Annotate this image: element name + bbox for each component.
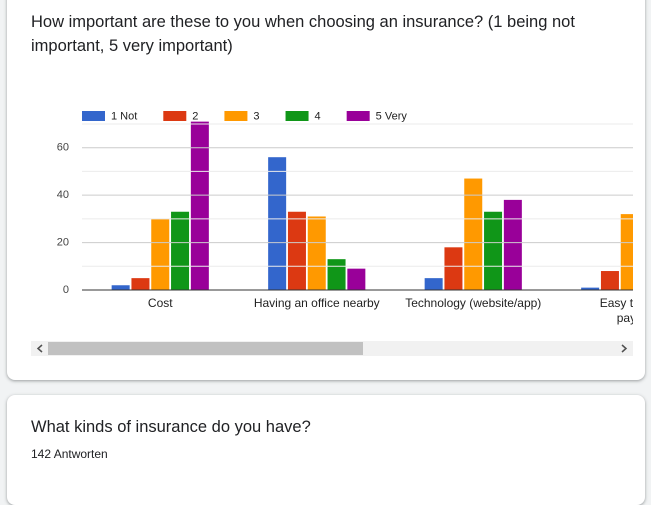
x-tick-label: Easy to get payo — [599, 296, 633, 325]
chart: 0 20 40 60 1 Not 2 3 4 5 Very — [31, 110, 633, 356]
response-count: 142 Antworten — [31, 447, 108, 461]
y-tick-label: 40 — [57, 189, 69, 201]
bar — [503, 199, 522, 290]
bar — [190, 121, 209, 290]
legend-label: 3 — [253, 110, 259, 122]
y-tick-label: 60 — [57, 142, 69, 154]
scroll-left[interactable] — [36, 344, 43, 353]
chart-title: How important are these to you when choo… — [31, 13, 575, 55]
bar — [111, 285, 130, 290]
bar — [347, 268, 366, 290]
bar — [581, 287, 600, 290]
legend-swatch — [82, 111, 105, 121]
x-tick-label: Cost — [147, 296, 173, 310]
bar — [268, 157, 287, 290]
category-labels: Cost Having an office nearby Technology (w… — [0, 296, 633, 332]
bar — [424, 278, 443, 290]
bar — [327, 259, 346, 290]
y-tick-label: 0 — [63, 284, 69, 296]
bar — [131, 278, 150, 290]
bar — [171, 211, 190, 290]
legend-label: 5 Very — [376, 110, 408, 122]
question-card — [7, 0, 645, 380]
x-tick-label: Technology (website/app) — [405, 296, 542, 310]
legend-swatch — [346, 111, 370, 121]
scroll-right[interactable] — [621, 344, 628, 353]
bar — [484, 211, 503, 290]
bar — [464, 178, 483, 290]
legend-swatch — [285, 111, 309, 121]
legend-label: 1 Not — [111, 110, 137, 122]
bar — [287, 211, 306, 290]
legend-swatch — [163, 111, 187, 121]
legend-swatch — [224, 111, 248, 121]
x-tick-label: Having an office nearby — [253, 296, 380, 310]
question-title: What kinds of insurance do you have? — [31, 418, 311, 436]
legend-label: 4 — [315, 110, 321, 122]
bar — [151, 218, 170, 290]
legend-label: 2 — [192, 110, 198, 122]
bar — [620, 214, 633, 290]
bar — [600, 271, 619, 290]
bar — [307, 216, 326, 290]
y-tick-label: 20 — [57, 236, 69, 248]
scrollbar-thumb[interactable] — [48, 342, 363, 355]
bar — [444, 247, 463, 290]
